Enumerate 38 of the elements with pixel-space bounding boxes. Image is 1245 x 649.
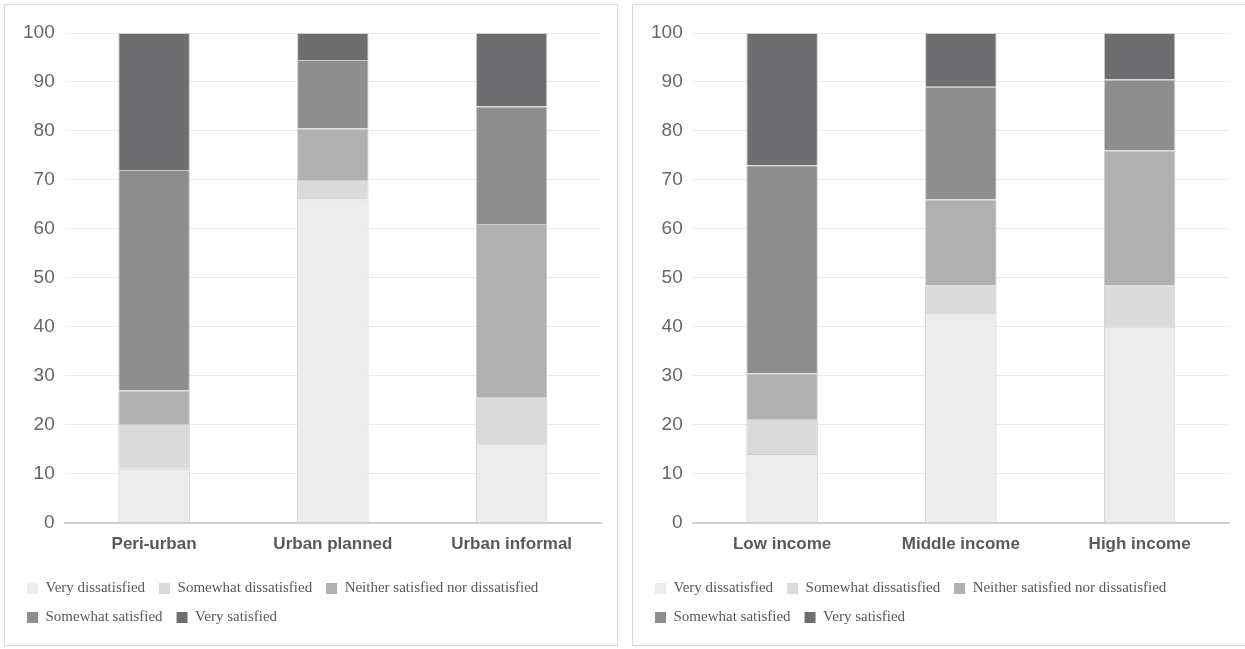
x-tick-label: Urban planned bbox=[273, 534, 393, 554]
y-tick-label: 10 bbox=[33, 461, 55, 483]
y-tick-label: 50 bbox=[661, 266, 683, 288]
y-tick-label: 90 bbox=[33, 70, 55, 92]
legend-label: Somewhat dissatisfied bbox=[177, 579, 313, 596]
y-tick-label: 40 bbox=[33, 314, 55, 336]
legend-label: Neither satisfied nor dissatisfied bbox=[972, 579, 1167, 596]
y-tick-label: 40 bbox=[661, 314, 683, 336]
legend-label: Very satisfied bbox=[195, 608, 278, 625]
y-tick-label: 80 bbox=[33, 119, 55, 141]
y-tick-label: 100 bbox=[651, 21, 683, 43]
legend-label: Very dissatisfied bbox=[673, 579, 774, 596]
y-tick-label: 70 bbox=[33, 168, 55, 190]
legend-label: Somewhat satisfied bbox=[45, 608, 164, 625]
y-tick-label: 80 bbox=[661, 119, 683, 141]
y-tick-label: 60 bbox=[33, 217, 55, 239]
y-tick-label: 20 bbox=[33, 412, 55, 434]
y-tick-label: 0 bbox=[672, 510, 683, 532]
legend-label: Neither satisfied nor dissatisfied bbox=[344, 579, 539, 596]
legend-label: Somewhat satisfied bbox=[673, 608, 792, 625]
legend-label: Somewhat dissatisfied bbox=[805, 579, 941, 596]
y-tick-label: 30 bbox=[661, 363, 683, 385]
y-tick-label: 10 bbox=[661, 461, 683, 483]
y-tick-label: 90 bbox=[661, 70, 683, 92]
y-tick-label: 30 bbox=[33, 363, 55, 385]
y-tick-label: 70 bbox=[661, 168, 683, 190]
x-tick-label: Peri-urban bbox=[111, 534, 197, 554]
y-tick-label: 60 bbox=[661, 217, 683, 239]
legend-label: Very satisfied bbox=[823, 608, 906, 625]
x-tick-label: High income bbox=[1088, 534, 1191, 554]
y-tick-label: 50 bbox=[33, 266, 55, 288]
y-tick-label: 0 bbox=[44, 510, 55, 532]
x-tick-label: Urban informal bbox=[451, 534, 573, 554]
y-tick-label: 20 bbox=[661, 412, 683, 434]
legend-label: Very dissatisfied bbox=[45, 579, 146, 596]
y-tick-label: 100 bbox=[23, 21, 55, 43]
x-tick-label: Middle income bbox=[901, 534, 1020, 554]
x-tick-label: Low income bbox=[732, 534, 832, 554]
